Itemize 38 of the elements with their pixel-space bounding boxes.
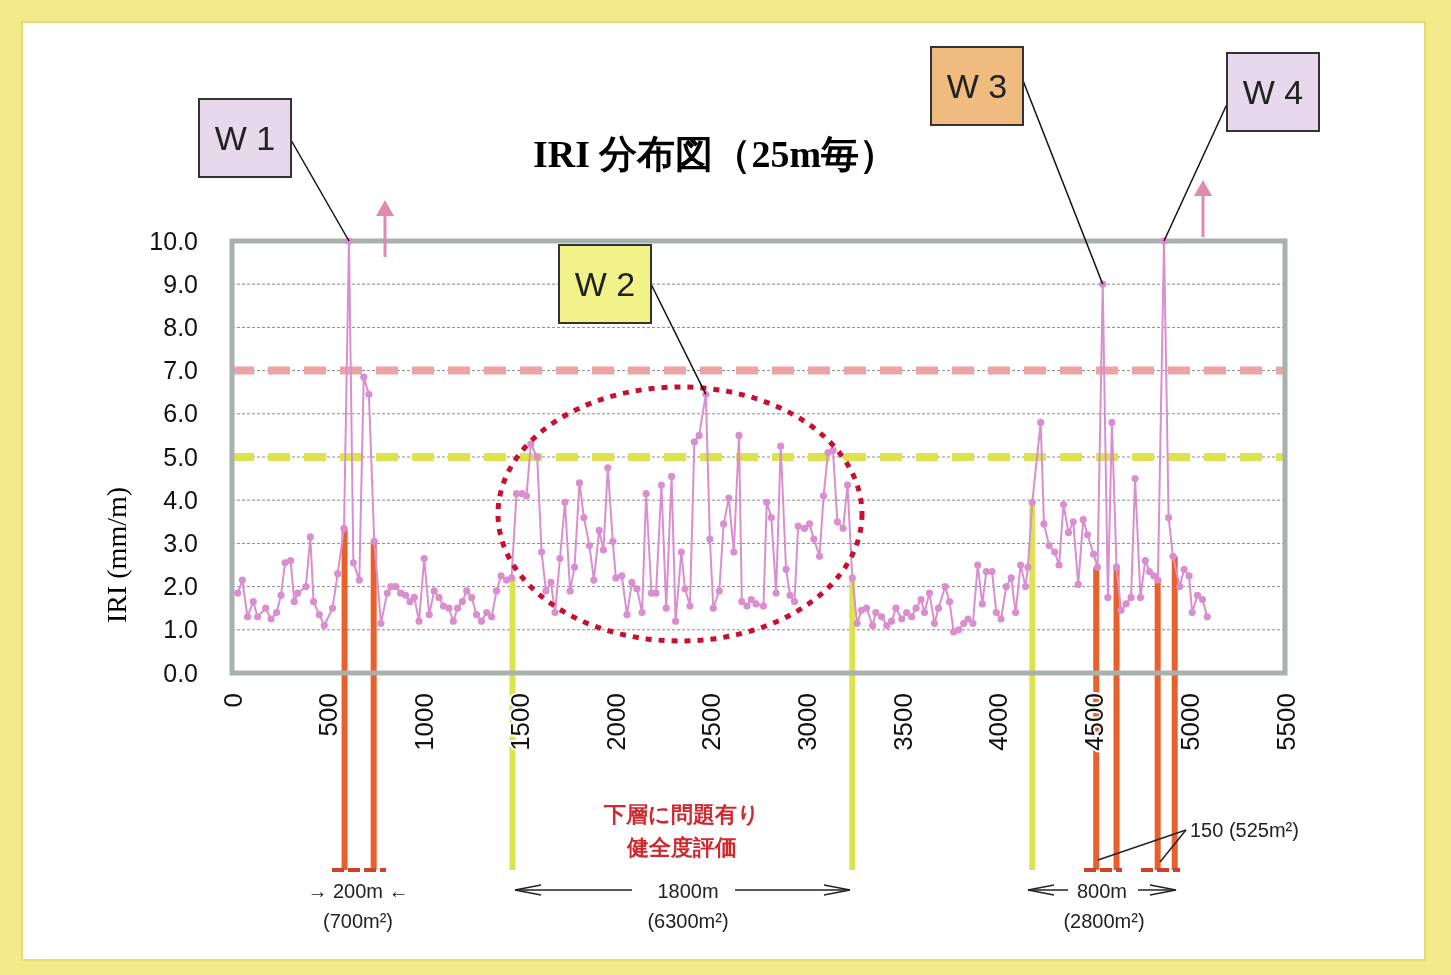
x-tick-label: 2000: [600, 693, 631, 751]
annotation: W 3: [946, 67, 1008, 105]
x-tick-label: 3500: [887, 693, 918, 751]
y-tick-label: 1.0: [163, 615, 198, 644]
chart-title: IRI 分布図（25m毎）: [532, 133, 898, 175]
x-tick-label: 4000: [983, 693, 1014, 751]
y-tick-label: 2.0: [163, 572, 198, 601]
text: 150 (525m²): [1190, 819, 1299, 841]
y-tick-label: 7.0: [163, 356, 198, 385]
text: 1800m: [657, 880, 719, 902]
x-tick-label: 500: [313, 693, 344, 737]
text: 800m: [1076, 880, 1128, 902]
y-tick-label: 0.0: [163, 658, 198, 687]
y-tick-label: 9.0: [163, 269, 198, 298]
annotation: W 2: [574, 265, 636, 303]
x-tick-label: 1500: [504, 693, 535, 751]
x-tick-label: 5000: [1174, 693, 1205, 751]
y-axis-title: IRI (mm/m): [101, 486, 132, 624]
y-tick-label: 8.0: [163, 312, 198, 341]
y-tick-label: 5.0: [163, 442, 198, 471]
text: (6300m²): [647, 910, 729, 932]
annotation: W 1: [214, 119, 276, 157]
x-tick-label: 4500: [1079, 693, 1110, 751]
text: 下層に問題有り: [603, 802, 760, 827]
x-tick-label: 0: [217, 693, 248, 708]
x-tick-label: 5500: [1270, 693, 1301, 751]
x-tick-label: 3000: [791, 693, 822, 751]
text: (2800m²): [1063, 910, 1145, 932]
y-tick-label: 10.0: [149, 226, 198, 255]
text: 健全度評価: [626, 835, 737, 860]
x-tick-label: 2500: [696, 693, 727, 751]
y-tick-label: 3.0: [163, 528, 198, 557]
annotation: W 4: [1242, 73, 1304, 111]
y-tick-label: 4.0: [163, 485, 198, 514]
text: (700m²): [322, 910, 394, 932]
x-tick-label: 1000: [409, 693, 440, 751]
y-tick-label: 6.0: [163, 399, 198, 428]
text: → 200m ←: [307, 880, 409, 902]
